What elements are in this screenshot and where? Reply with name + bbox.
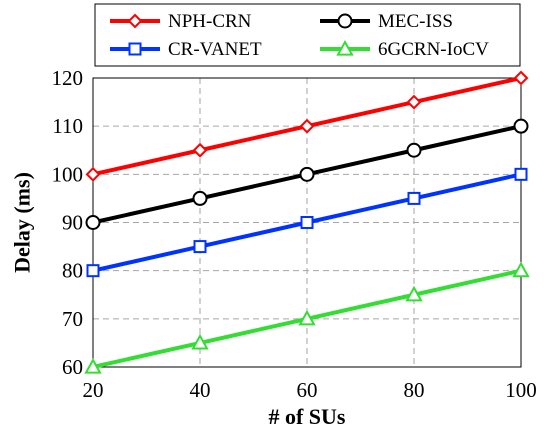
series-6gcrn-iocv — [84, 261, 530, 374]
x-tick-label: 40 — [190, 378, 211, 402]
data-point — [513, 70, 529, 86]
y-tick-label: 120 — [52, 66, 84, 90]
series-nph-crn — [85, 70, 529, 182]
y-tick-label: 80 — [62, 259, 83, 283]
data-point — [85, 215, 101, 230]
x-axis-title: # of SUs — [268, 404, 345, 429]
legend-entry: NPH-CRN — [110, 11, 252, 32]
y-tick-label: 70 — [62, 307, 83, 331]
series-mec-iss — [85, 118, 529, 230]
legend-marker — [128, 42, 142, 56]
data-point — [192, 142, 208, 158]
data-point — [86, 264, 100, 278]
data-point — [514, 167, 528, 181]
y-tick-labels: 60 70 80 90 100 110 120 — [52, 66, 84, 379]
legend-label: MEC-ISS — [378, 11, 453, 32]
data-point — [84, 357, 102, 374]
x-tick-label: 60 — [297, 378, 318, 402]
x-tick-labels: 20 40 60 80 100 — [83, 378, 537, 402]
legend-marker — [336, 39, 354, 56]
y-tick-label: 90 — [62, 211, 83, 235]
series — [84, 70, 530, 374]
legend-entry: MEC-ISS — [320, 11, 453, 32]
x-tick-label: 20 — [83, 378, 104, 402]
data-point — [299, 166, 315, 182]
data-point — [300, 216, 314, 229]
data-point — [192, 190, 208, 206]
legend: NPH-CRN MEC-ISS CR-VANET 6GCRN-IoCV — [94, 3, 521, 67]
data-point — [513, 118, 529, 134]
data-point — [512, 261, 530, 278]
data-point — [191, 333, 209, 350]
x-tick-label: 100 — [505, 378, 537, 402]
data-point — [405, 285, 423, 302]
y-tick-label: 60 — [62, 355, 83, 379]
legend-marker — [337, 13, 353, 29]
legend-label: CR-VANET — [168, 39, 262, 60]
data-point — [85, 166, 101, 182]
data-point — [193, 240, 207, 254]
legend-label: 6GCRN-IoCV — [378, 39, 489, 60]
y-axis-title: Delay (ms) — [10, 172, 35, 273]
legend-entry: CR-VANET — [110, 39, 262, 60]
x-tick-label: 80 — [404, 378, 425, 402]
legend-entry: 6GCRN-IoCV — [320, 39, 489, 60]
legend-marker — [127, 13, 143, 29]
data-point — [406, 142, 422, 158]
data-point — [298, 309, 316, 326]
data-point — [299, 118, 315, 134]
data-point — [407, 191, 421, 205]
y-tick-label: 110 — [52, 114, 83, 138]
legend-label: NPH-CRN — [168, 11, 252, 32]
legend-box — [94, 3, 521, 67]
data-point — [406, 94, 422, 110]
y-tick-label: 100 — [52, 162, 84, 186]
series-cr-vanet — [86, 167, 528, 278]
